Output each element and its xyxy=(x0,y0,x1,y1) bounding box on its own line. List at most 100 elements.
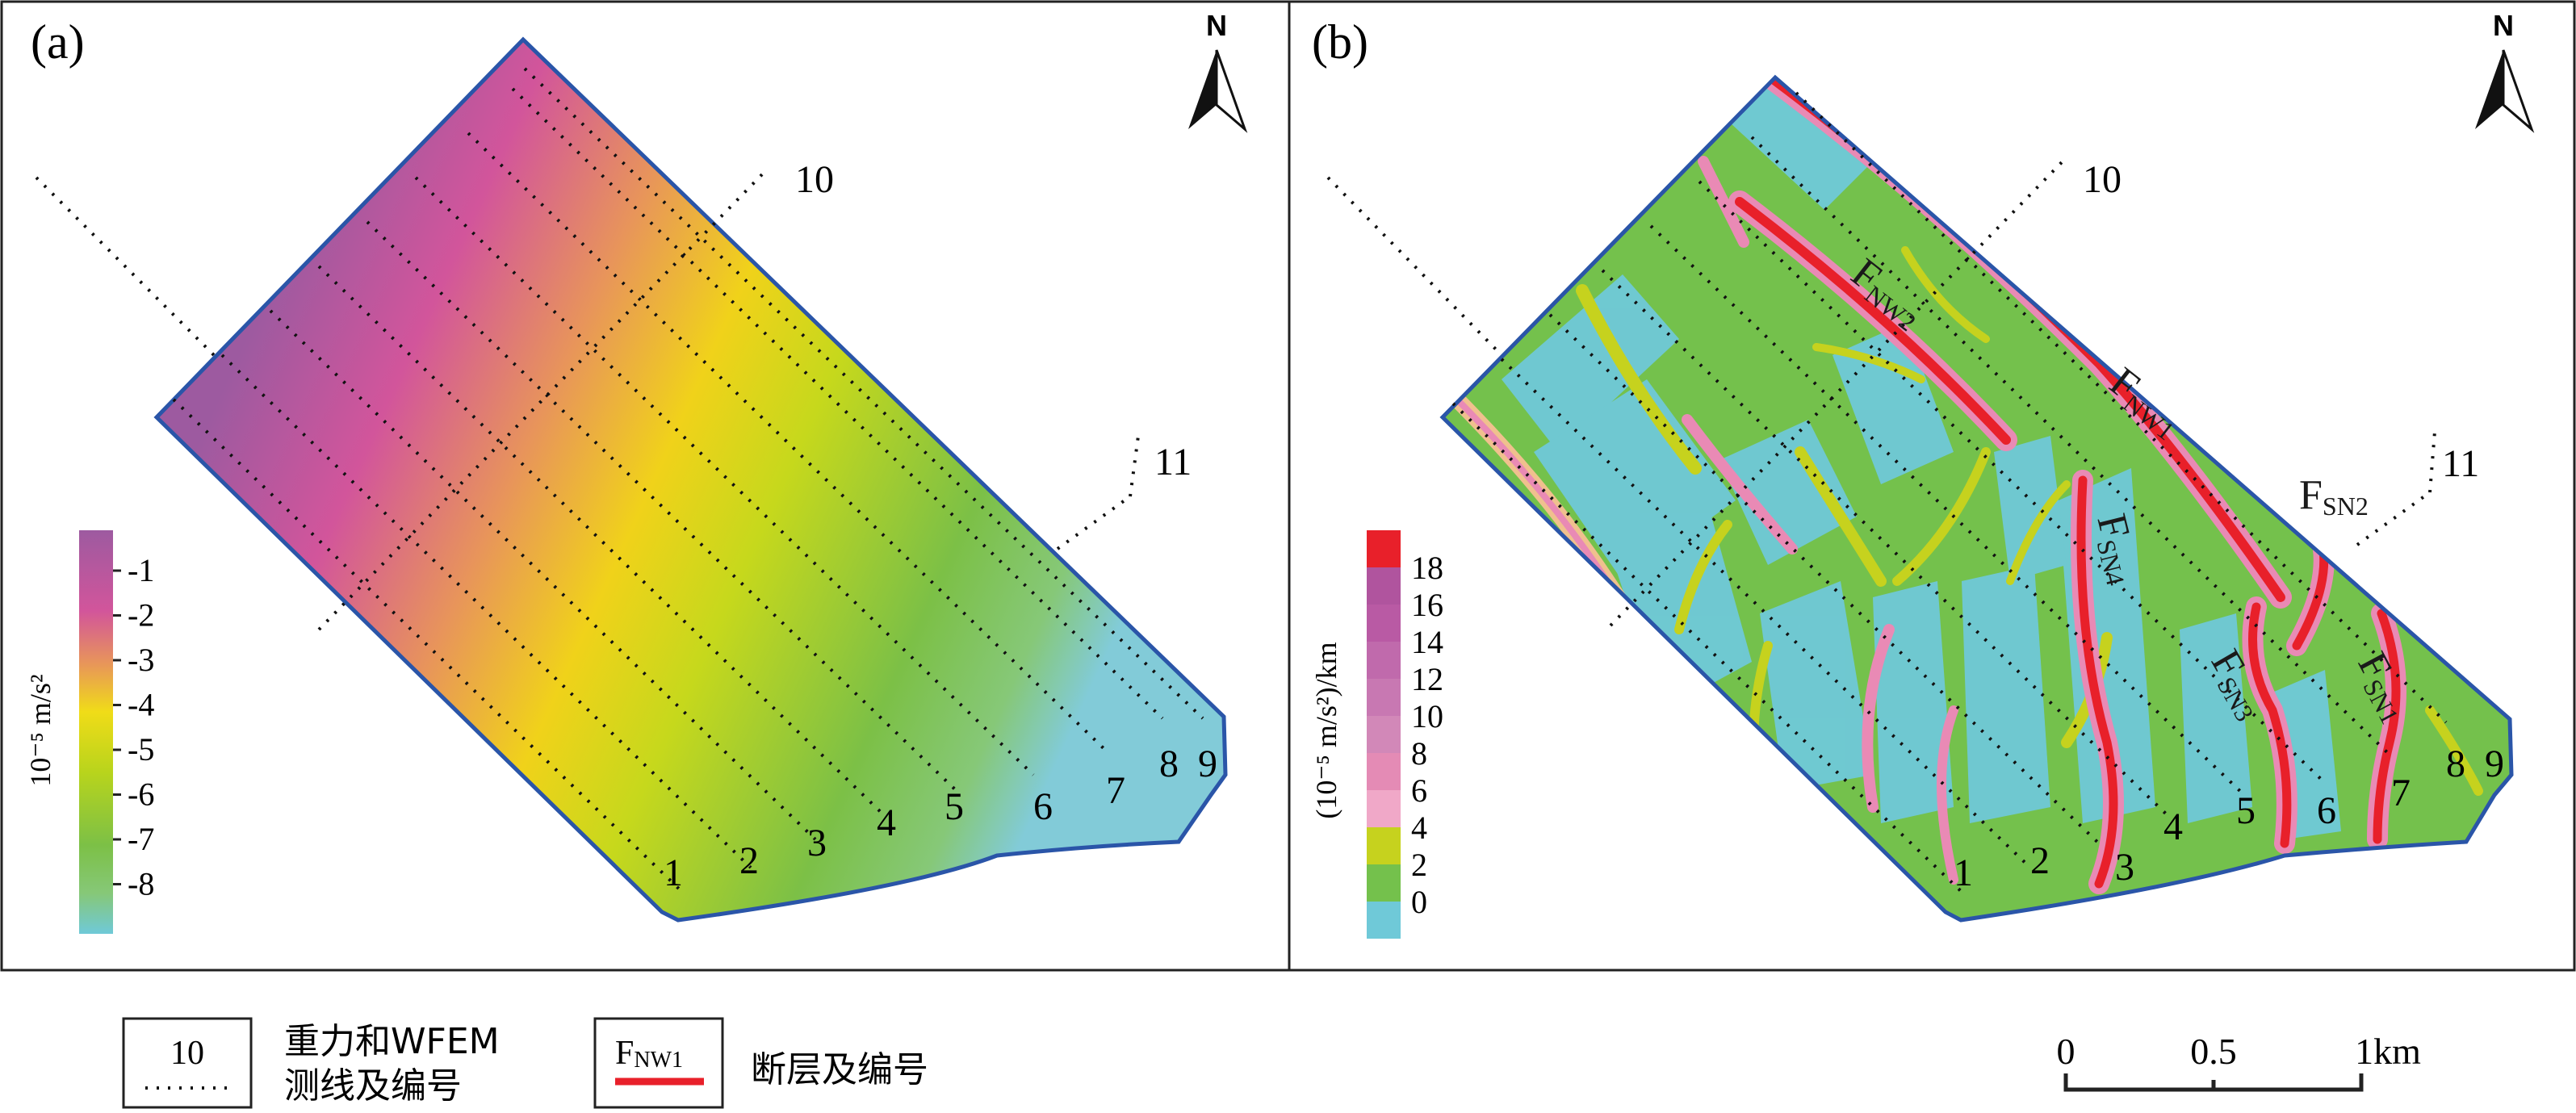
colorbar-class xyxy=(1367,716,1401,753)
line-number: 4 xyxy=(877,801,896,844)
survey-line xyxy=(1795,91,2448,724)
cross-line-number: 11 xyxy=(2442,442,2479,485)
north-label: N xyxy=(2493,9,2514,42)
colorbar-tick-label: 18 xyxy=(1411,550,1443,586)
legend-survey-text-2: 测线及编号 xyxy=(284,1065,462,1107)
fault-nw2 xyxy=(1735,197,2011,445)
fault-sn1 xyxy=(2373,609,2401,844)
cross-line-11 xyxy=(2428,431,2436,493)
colorbar-class xyxy=(1367,790,1401,827)
colorbar-class xyxy=(1367,567,1401,605)
survey-area-boundary xyxy=(153,36,1228,923)
survey-lines xyxy=(1326,91,2448,893)
colorbar-tick-label: 12 xyxy=(1411,661,1443,697)
north-label: N xyxy=(1206,9,1227,42)
survey-line xyxy=(269,309,817,841)
legend-survey-sample: 10 xyxy=(170,1035,204,1072)
colorbar-tick-label: 0 xyxy=(1411,884,1427,920)
colorbar-tick-label: 6 xyxy=(1411,772,1427,809)
survey-line xyxy=(1326,176,1503,357)
survey-line xyxy=(35,176,216,357)
line-number: 8 xyxy=(2446,743,2465,785)
survey-line xyxy=(1750,136,2391,756)
colorbar-unit: (10⁻⁵ m/s²)/km xyxy=(1310,642,1342,818)
line-number: 4 xyxy=(2163,805,2183,848)
survey-lines xyxy=(35,67,1204,893)
line-number: 3 xyxy=(807,822,827,864)
colorbar-tick-label: -6 xyxy=(128,776,154,813)
colorbar-tick-label: -5 xyxy=(128,731,154,768)
survey-line xyxy=(511,87,1164,720)
colorbar-tick-label: -2 xyxy=(128,597,154,634)
survey-line xyxy=(172,398,684,893)
line-number: 7 xyxy=(1106,769,1125,812)
panel-b: (b) xyxy=(1310,9,2535,939)
line-number: 1 xyxy=(664,851,683,894)
line-number: 9 xyxy=(1198,743,1217,785)
colorbar-tick-label: -4 xyxy=(128,687,154,723)
gravity-anomaly-map xyxy=(157,40,1225,920)
line-number: 3 xyxy=(2115,846,2134,889)
fault-sn3 xyxy=(2248,602,2292,848)
cross-line-11 xyxy=(1129,435,1140,497)
colorbar-tick-label: 8 xyxy=(1411,735,1427,772)
line-number: 5 xyxy=(945,785,964,828)
colorbar-scale xyxy=(79,530,113,934)
colorbar-tick-label: -8 xyxy=(128,866,154,902)
colorbar-class xyxy=(1367,605,1401,642)
cross-line-number: 11 xyxy=(1154,441,1192,483)
colorbar-tick-label: -3 xyxy=(128,642,154,678)
legend-fault-sample: FNW1 xyxy=(615,1035,683,1073)
cross-line-number: 10 xyxy=(795,158,834,201)
scale-label: 1km xyxy=(2355,1031,2421,1072)
colorbar-class xyxy=(1367,864,1401,902)
legend-fault-box xyxy=(593,1017,724,1109)
survey-line xyxy=(317,265,886,817)
cross-line-number: 10 xyxy=(2083,158,2122,201)
colorbar-tick-label: 14 xyxy=(1411,624,1443,660)
survey-line xyxy=(1548,313,2101,845)
survey-area-boundary xyxy=(1439,74,2514,923)
colorbar-tick-label: -1 xyxy=(128,552,154,588)
legend-survey-text-1: 重力和WFEM xyxy=(284,1021,500,1062)
survey-line xyxy=(1649,224,2246,797)
colorbar-class xyxy=(1367,827,1401,864)
fault-label-sn2: FSN2 xyxy=(2299,472,2369,521)
line-number: 9 xyxy=(2485,743,2504,785)
survey-line xyxy=(1451,402,1963,893)
scale-bar: 0 0.5 1km xyxy=(2057,1031,2421,1092)
north-arrow-icon xyxy=(2475,50,2503,129)
colorbar-tick-label: 4 xyxy=(1411,810,1427,846)
line-number: 5 xyxy=(2236,789,2256,832)
colorbar-tick-label: 16 xyxy=(1411,587,1443,623)
colorbar-class xyxy=(1367,753,1401,790)
line-number: 2 xyxy=(739,839,759,882)
survey-line xyxy=(366,220,958,793)
survey-line xyxy=(1500,358,2032,869)
legend-survey-box xyxy=(122,1017,253,1109)
scale-label: 0 xyxy=(2057,1031,2075,1072)
line-number: 8 xyxy=(1159,743,1179,785)
line-number: 1 xyxy=(1954,851,1973,894)
north-arrow: N xyxy=(2475,9,2535,133)
colorbar-tick-label: 10 xyxy=(1411,698,1443,734)
colorbar-tick-label: -7 xyxy=(128,821,154,857)
colorbar-unit: 10⁻⁵ m/s² xyxy=(24,674,57,786)
line-numbers: 1 2 3 4 5 6 7 8 9 10 11 xyxy=(1954,158,2504,894)
panel-b-frame xyxy=(1288,0,2576,972)
colorbar-class xyxy=(1367,642,1401,679)
line-number: 2 xyxy=(2030,839,2050,882)
gradient-map xyxy=(1443,77,2511,920)
panel-b-letter: (b) xyxy=(1312,15,1368,69)
scale-label: 0.5 xyxy=(2190,1031,2237,1072)
colorbar-class xyxy=(1367,902,1401,939)
colorbar-tick-label: 2 xyxy=(1411,847,1427,883)
survey-line xyxy=(414,176,1035,776)
line-numbers: 1 2 3 4 5 6 7 8 9 10 11 xyxy=(664,158,1217,894)
survey-line xyxy=(467,132,1108,752)
line-number: 6 xyxy=(2317,789,2336,832)
legend-fault-text: 断层及编号 xyxy=(751,1049,928,1090)
line-number: 6 xyxy=(1033,785,1053,828)
